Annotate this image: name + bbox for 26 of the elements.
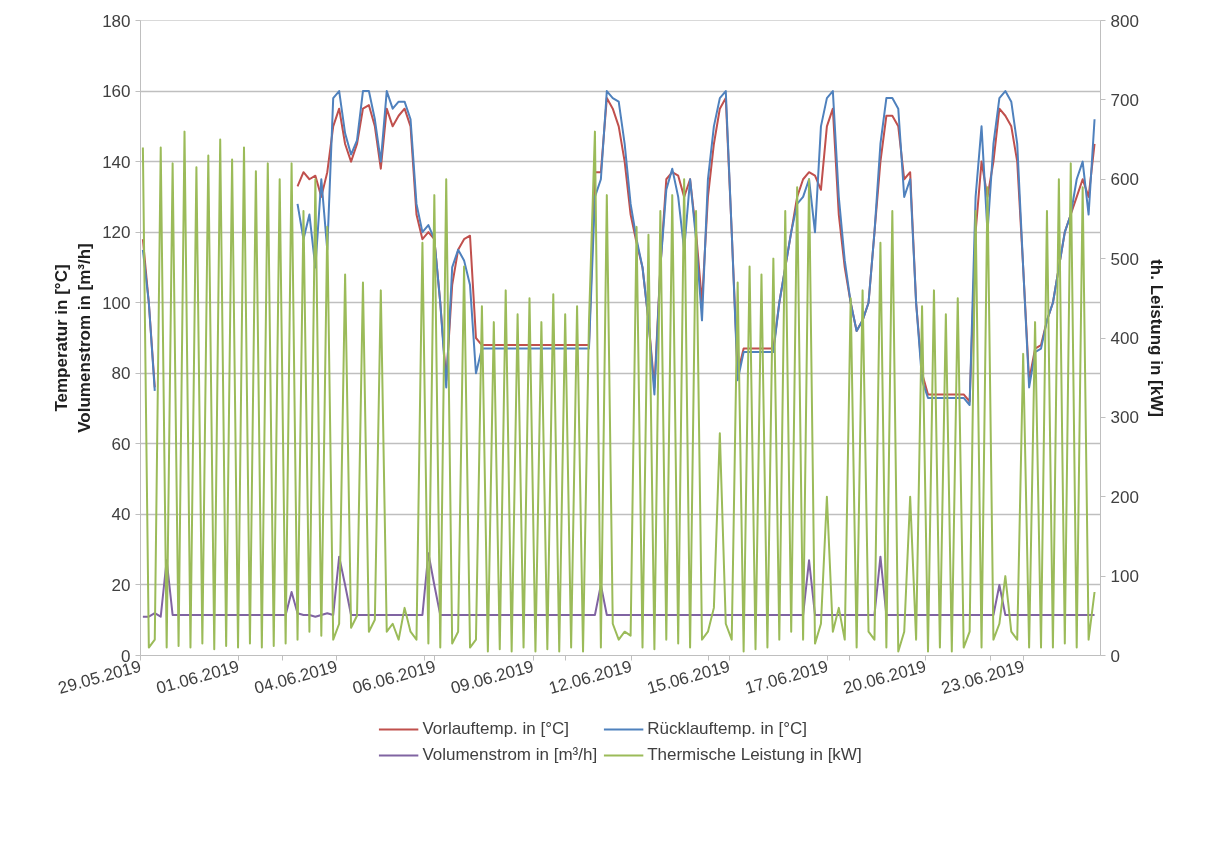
y-tick-label: 100 xyxy=(102,293,131,313)
y2-tick-label: 400 xyxy=(1110,329,1139,348)
y2-tick-label: 700 xyxy=(1110,90,1139,110)
y-tick-label: 140 xyxy=(102,152,131,172)
y-tick-label: 60 xyxy=(111,434,131,454)
y2-tick-label: 0 xyxy=(1110,646,1120,666)
legend-label: Rücklauftemp. in [°C] xyxy=(647,719,808,739)
y2-tick-label: 600 xyxy=(1110,170,1139,190)
legend-label: Vorlauftemp. in [°C] xyxy=(422,719,570,739)
y2-tick-label: 200 xyxy=(1110,487,1139,507)
y-tick-label: 80 xyxy=(111,364,131,384)
line-series xyxy=(141,130,1096,653)
y-tick-label: 40 xyxy=(111,505,131,525)
y-tick-label: 20 xyxy=(111,575,131,595)
legend-label: Volumenstrom in [m³/h] xyxy=(422,745,598,765)
y2-tick-label: 100 xyxy=(1110,567,1139,587)
y2-tick-label: 300 xyxy=(1110,408,1139,428)
y-tick-label: 180 xyxy=(102,11,131,31)
y2-axis-title: th. Leistung in [kW] xyxy=(1146,259,1166,417)
y-tick-label: 160 xyxy=(102,82,131,102)
y2-tick-label: 500 xyxy=(1110,249,1139,269)
line-series xyxy=(141,552,1096,618)
y-tick-label: 120 xyxy=(102,223,131,243)
y2-tick-label: 800 xyxy=(1110,11,1139,31)
legend-label: Thermische Leistung in [kW] xyxy=(647,745,862,765)
y-axis-title: Temperatur in [°C] Volumenstrom in [m³/h] xyxy=(52,243,95,433)
